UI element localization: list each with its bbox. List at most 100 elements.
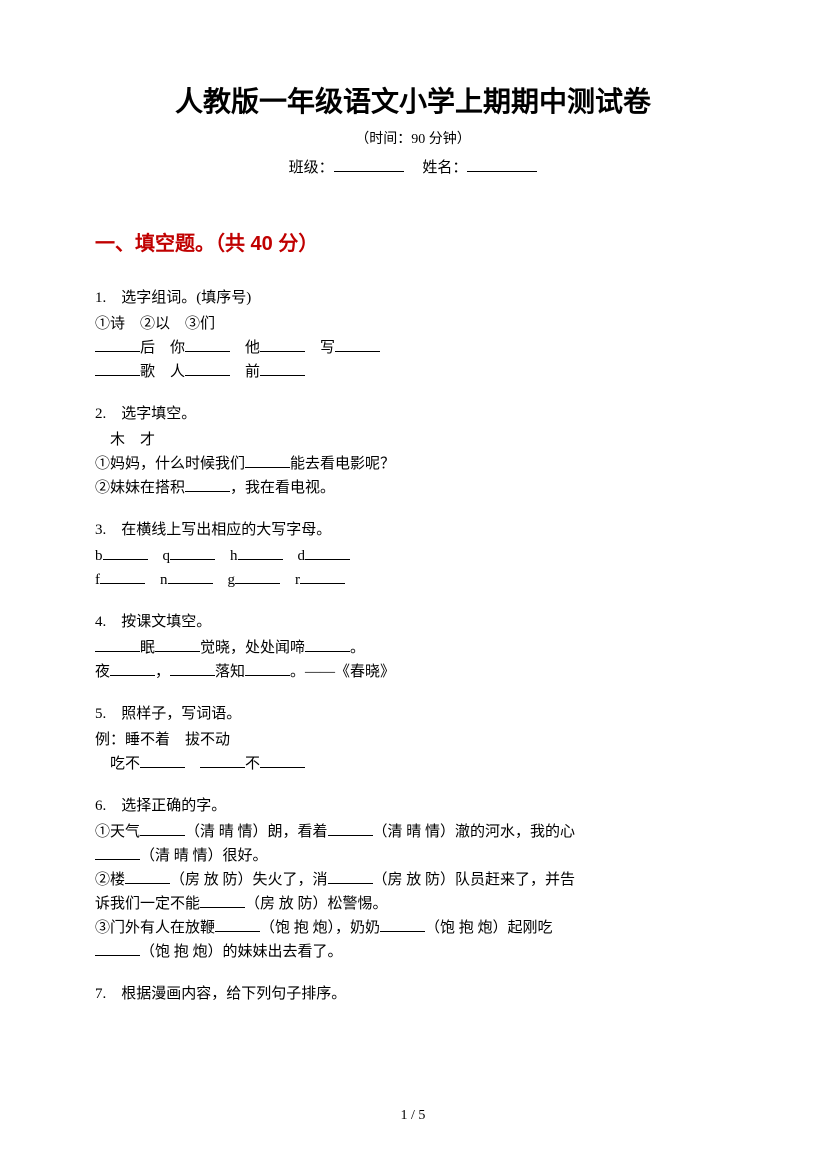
- q5-line1: 吃不 不: [95, 752, 731, 776]
- text: （房 放 防）失火了，消: [170, 872, 328, 888]
- blank: [155, 637, 200, 652]
- text: g: [213, 572, 236, 588]
- q4-prompt: 4. 按课文填空。: [95, 610, 731, 634]
- q4-line1: 眠 觉晓，处处闻啼 。: [95, 636, 731, 660]
- question-3: 3. 在横线上写出相应的大写字母。 b q h d f n g r: [95, 518, 731, 592]
- q4-line2: 夜 ， 落知 。——《春晓》: [95, 660, 731, 684]
- blank: [260, 337, 305, 352]
- text: ，: [155, 664, 170, 680]
- text: 前: [230, 364, 260, 380]
- q2-chars: 木 才: [95, 428, 731, 452]
- class-label: 班级：: [289, 160, 334, 176]
- blank: [328, 869, 373, 884]
- blank: [305, 545, 350, 560]
- section-1-title: 一、填空题。（共 40 分）: [95, 227, 731, 256]
- q6-line2: （清 晴 情）很好。: [95, 844, 731, 868]
- blank: [95, 361, 140, 376]
- q1-options: ①诗 ②以 ③们: [95, 312, 731, 336]
- text: 。——《春晓》: [290, 664, 395, 680]
- blank: [305, 637, 350, 652]
- text: 诉我们一定不能: [95, 896, 200, 912]
- blank: [140, 821, 185, 836]
- name-label: 姓名：: [422, 160, 467, 176]
- text: 写: [305, 340, 335, 356]
- q3-line2: f n g r: [95, 568, 731, 592]
- question-6: 6. 选择正确的字。 ①天气 （清 晴 情）朗，看着 （清 晴 情）澈的河水，我的心…: [95, 794, 731, 964]
- blank: [103, 545, 148, 560]
- blank: [260, 361, 305, 376]
- text: 歌 人: [140, 364, 185, 380]
- blank: [335, 337, 380, 352]
- text: （清 晴 情）澈的河水，我的心: [373, 824, 576, 840]
- text: （饱 抱 炮），奶奶: [260, 920, 380, 936]
- blank: [170, 661, 215, 676]
- q2-line1: ①妈妈，什么时候我们能去看电影呢？: [95, 452, 731, 476]
- blank: [185, 477, 230, 492]
- blank: [95, 637, 140, 652]
- document-title: 人教版一年级语文小学上期期中测试卷: [95, 80, 731, 120]
- text: 眠: [140, 640, 155, 656]
- text: （饱 抱 炮）起刚吃: [425, 920, 553, 936]
- q2-line2: ②妹妹在搭积，我在看电视。: [95, 476, 731, 500]
- text: 。: [350, 640, 365, 656]
- blank: [215, 917, 260, 932]
- q7-prompt: 7. 根据漫画内容，给下列句子排序。: [95, 982, 731, 1006]
- question-5: 5. 照样子，写词语。 例：睡不着 拔不动 吃不 不: [95, 702, 731, 776]
- text: 能去看电影呢？: [290, 456, 395, 472]
- q2-prompt: 2. 选字填空。: [95, 402, 731, 426]
- question-1: 1. 选字组词。(填序号) ①诗 ②以 ③们 后 你 他 写 歌 人 前: [95, 286, 731, 384]
- header-fields: 班级： 姓名：: [95, 156, 731, 177]
- blank: [168, 569, 213, 584]
- question-4: 4. 按课文填空。 眠 觉晓，处处闻啼 。 夜 ， 落知 。——《春晓》: [95, 610, 731, 684]
- text: ②妹妹在搭积: [95, 480, 185, 496]
- blank: [245, 661, 290, 676]
- q5-example: 例：睡不着 拔不动: [95, 728, 731, 752]
- text: d: [283, 548, 306, 564]
- blank: [140, 753, 185, 768]
- text: （清 晴 情）朗，看着: [185, 824, 328, 840]
- blank: [380, 917, 425, 932]
- text: 夜: [95, 664, 110, 680]
- class-blank: [334, 157, 404, 172]
- text: 觉晓，处处闻啼: [200, 640, 305, 656]
- blank: [185, 361, 230, 376]
- q6-line6: （饱 抱 炮）的妹妹出去看了。: [95, 940, 731, 964]
- text: （房 放 防）队员赶来了，并告: [373, 872, 576, 888]
- text: 吃不: [95, 756, 140, 772]
- text: r: [280, 572, 300, 588]
- blank: [328, 821, 373, 836]
- blank: [100, 569, 145, 584]
- time-note: （时间：90 分钟）: [95, 128, 731, 148]
- blank: [245, 453, 290, 468]
- text: 后 你: [140, 340, 185, 356]
- page-number: 1 / 5: [0, 1108, 826, 1124]
- blank: [260, 753, 305, 768]
- q6-prompt: 6. 选择正确的字。: [95, 794, 731, 818]
- text: 他: [230, 340, 260, 356]
- question-2: 2. 选字填空。 木 才 ①妈妈，什么时候我们能去看电影呢？ ②妹妹在搭积，我在…: [95, 402, 731, 500]
- text: ①天气: [95, 824, 140, 840]
- blank: [125, 869, 170, 884]
- text: （房 放 防）松警惕。: [245, 896, 388, 912]
- q6-line5: ③门外有人在放鞭 （饱 抱 炮），奶奶 （饱 抱 炮）起刚吃: [95, 916, 731, 940]
- blank: [238, 545, 283, 560]
- blank: [95, 845, 140, 860]
- blank: [235, 569, 280, 584]
- text: n: [145, 572, 168, 588]
- q6-line1: ①天气 （清 晴 情）朗，看着 （清 晴 情）澈的河水，我的心: [95, 820, 731, 844]
- text: ③门外有人在放鞭: [95, 920, 215, 936]
- blank: [170, 545, 215, 560]
- q6-line4: 诉我们一定不能 （房 放 防）松警惕。: [95, 892, 731, 916]
- name-blank: [467, 157, 537, 172]
- q3-line1: b q h d: [95, 544, 731, 568]
- text: 不: [245, 756, 260, 772]
- text: q: [148, 548, 171, 564]
- text: （清 晴 情）很好。: [140, 848, 268, 864]
- text: （饱 抱 炮）的妹妹出去看了。: [140, 944, 343, 960]
- q3-prompt: 3. 在横线上写出相应的大写字母。: [95, 518, 731, 542]
- q1-line2: 歌 人 前: [95, 360, 731, 384]
- blank: [200, 753, 245, 768]
- blank: [185, 337, 230, 352]
- text: 落知: [215, 664, 245, 680]
- q1-prompt: 1. 选字组词。(填序号): [95, 286, 731, 310]
